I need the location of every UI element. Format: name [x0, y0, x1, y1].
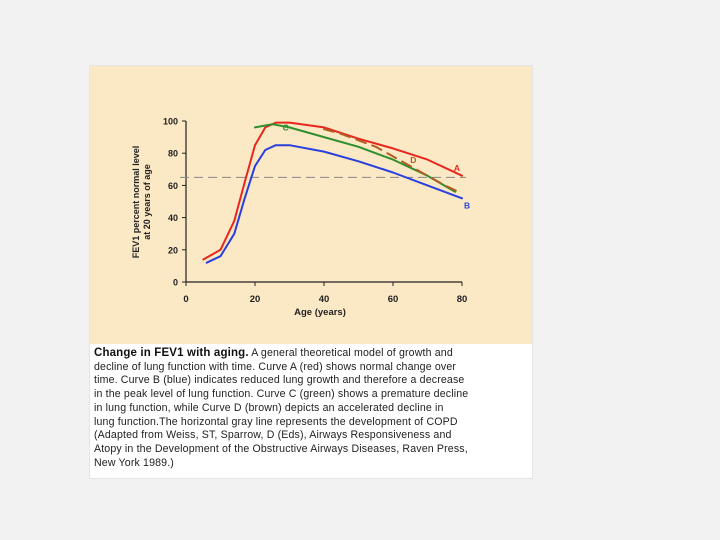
x-tick-label: 20 [250, 294, 261, 305]
caption-line-8: New York 1989.) [94, 456, 174, 469]
y-tick-label: 60 [168, 181, 178, 191]
caption-line-3: in the peak level of lung function. Curv… [94, 388, 469, 401]
x-tick-label: 60 [388, 294, 399, 305]
caption-line-0: A general theoretical model of growth an… [248, 347, 453, 359]
curve-label-b: B [464, 200, 470, 210]
curve-label-a: A [454, 163, 460, 173]
caption-line-1: decline of lung function with time. Curv… [94, 360, 457, 373]
fev1-line-chart: 0 20 40 60 80 100 0 20 40 60 80 Age (years) FEV1 per… [131, 117, 470, 319]
series-line-d [323, 128, 463, 195]
x-tick-label: 0 [183, 294, 188, 305]
x-axis-title: Age (years) [294, 307, 346, 318]
curve-label-d: D [410, 155, 416, 165]
chart-panel: 0 20 40 60 80 100 0 20 40 60 80 Age (years) FEV1 per… [90, 66, 532, 344]
caption-line-6: (Adapted from Weiss, ST, Sparrow, D (Eds… [94, 429, 452, 442]
y-tick-label: 80 [168, 149, 178, 159]
figure-card: 0 20 40 60 80 100 0 20 40 60 80 Age (years) FEV1 per… [90, 66, 532, 478]
y-axis-title-line1: FEV1 percent normal level [131, 146, 141, 259]
y-tick-label: 40 [168, 213, 178, 223]
caption-title: Change in FEV1 with aging. [94, 347, 249, 359]
caption-line-7: Atopy in the Development of the Obstruct… [94, 442, 468, 455]
caption-line-4: in lung function, while Curve D (brown) … [94, 401, 444, 414]
caption-line-2: time. Curve B (blue) indicates reduced l… [94, 374, 465, 387]
y-tick-label: 0 [173, 278, 178, 288]
caption-line-5: lung function.The horizontal gray line r… [94, 415, 458, 428]
x-tick-label: 40 [319, 294, 330, 305]
series-line-a [202, 121, 463, 261]
series-line-b [205, 144, 463, 264]
y-axis-title-line2: at 20 years of age [142, 164, 152, 240]
y-tick-label: 20 [168, 245, 178, 255]
curve-label-c: C [283, 123, 289, 133]
y-tick-label: 100 [163, 117, 178, 127]
figure-caption: Change in FEV1 with aging. A general the… [94, 347, 530, 470]
x-tick-label: 80 [457, 294, 468, 305]
